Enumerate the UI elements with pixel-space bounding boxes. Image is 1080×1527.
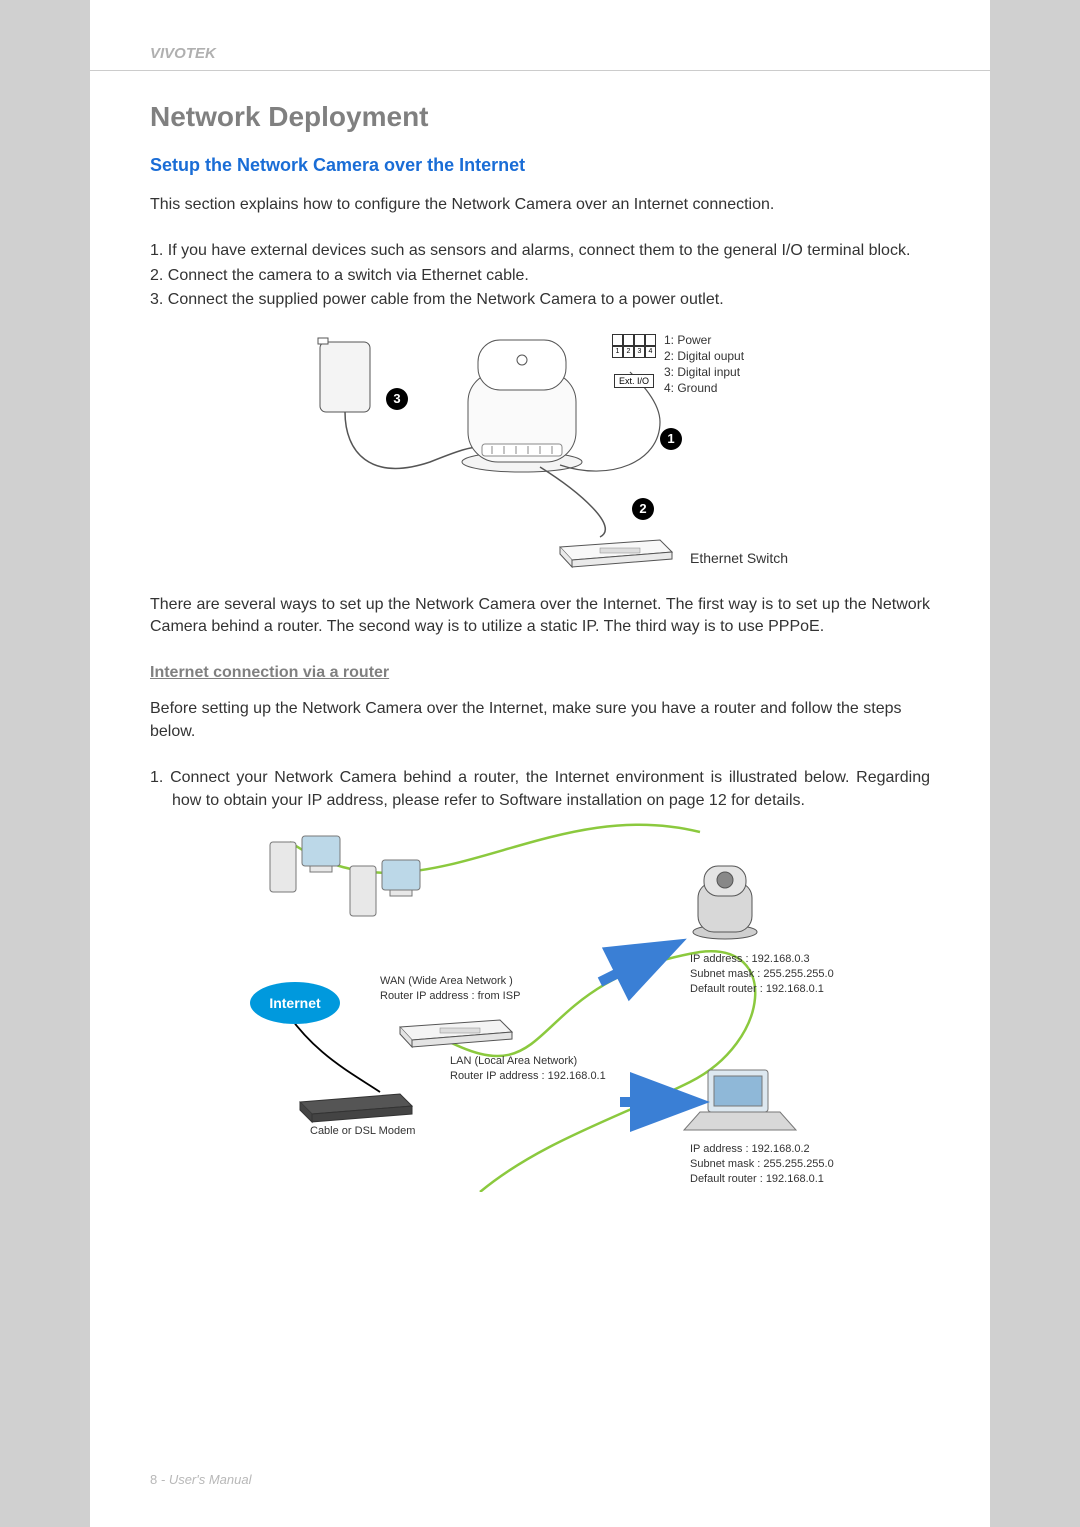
paragraph-ways: There are several ways to set up the Net…	[150, 594, 930, 639]
bubble-3: 3	[386, 388, 408, 410]
router-step-1: 1. Connect your Network Camera behind a …	[150, 767, 930, 812]
wan-text-1: WAN (Wide Area Network )	[380, 974, 513, 989]
legend-1: 1: Power	[664, 332, 711, 349]
page-content: Network Deployment Setup the Network Cam…	[90, 71, 990, 1232]
section-heading: Setup the Network Camera over the Intern…	[150, 155, 930, 176]
page-title: Network Deployment	[150, 101, 930, 133]
network-topology-diagram: Internet WAN (Wide Area Network ) Router…	[220, 822, 860, 1192]
lan-text-1: LAN (Local Area Network)	[450, 1054, 577, 1069]
legend-4: 4: Ground	[664, 380, 717, 397]
step-2: 2. Connect the camera to a switch via Et…	[150, 265, 930, 287]
page-header: VIVOTEK	[90, 0, 990, 71]
legend-3: 3: Digital input	[664, 364, 740, 381]
camera-mask: Subnet mask : 255.255.255.0	[690, 967, 834, 982]
sub-heading-router: Internet connection via a router	[150, 664, 930, 682]
paragraph-before-router: Before setting up the Network Camera ove…	[150, 698, 930, 743]
page-container: VIVOTEK Network Deployment Setup the Net…	[90, 0, 990, 1527]
connection-diagram: 1 2 3 4 Ext. I/O 1: Power 2: Digital oup…	[260, 332, 820, 572]
camera-gw: Default router : 192.168.0.1	[690, 982, 824, 997]
laptop-ip: IP address : 192.168.0.2	[690, 1142, 810, 1157]
laptop-gw: Default router : 192.168.0.1	[690, 1172, 824, 1187]
step-3: 3. Connect the supplied power cable from…	[150, 289, 930, 311]
io-pin-block: 1 2 3 4	[612, 334, 656, 374]
internet-cloud: Internet	[250, 982, 340, 1024]
step-1: 1. If you have external devices such as …	[150, 240, 930, 262]
legend-2: 2: Digital ouput	[664, 348, 744, 365]
lan-text-2: Router IP address : 192.168.0.1	[450, 1069, 606, 1084]
bubble-2: 2	[632, 498, 654, 520]
wan-text-2: Router IP address : from ISP	[380, 989, 520, 1004]
footer-label: User's Manual	[169, 1472, 252, 1487]
page-number: 8	[150, 1472, 157, 1487]
intro-text: This section explains how to configure t…	[150, 194, 930, 216]
brand-text: VIVOTEK	[150, 45, 930, 62]
camera-ip: IP address : 192.168.0.3	[690, 952, 810, 967]
ext-io-label: Ext. I/O	[614, 374, 654, 388]
modem-label: Cable or DSL Modem	[310, 1124, 415, 1139]
page-footer: 8 - User's Manual	[150, 1472, 252, 1487]
ethernet-switch-label: Ethernet Switch	[690, 550, 788, 566]
laptop-mask: Subnet mask : 255.255.255.0	[690, 1157, 834, 1172]
bubble-1: 1	[660, 428, 682, 450]
